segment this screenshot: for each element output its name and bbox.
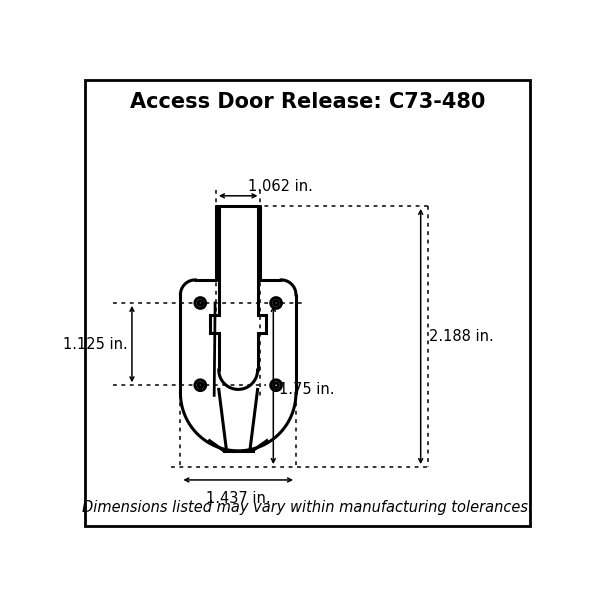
Text: 1.437 in.: 1.437 in.: [206, 491, 271, 506]
Text: 2.188 in.: 2.188 in.: [429, 329, 494, 344]
Text: 1.125 in.: 1.125 in.: [64, 337, 128, 352]
Text: 1.062 in.: 1.062 in.: [248, 179, 313, 194]
Text: Access Door Release: C73-480: Access Door Release: C73-480: [130, 92, 485, 112]
Text: 1.75 in.: 1.75 in.: [279, 382, 334, 397]
Text: Dimensions listed may vary within manufacturing tolerances.: Dimensions listed may vary within manufa…: [82, 500, 533, 515]
